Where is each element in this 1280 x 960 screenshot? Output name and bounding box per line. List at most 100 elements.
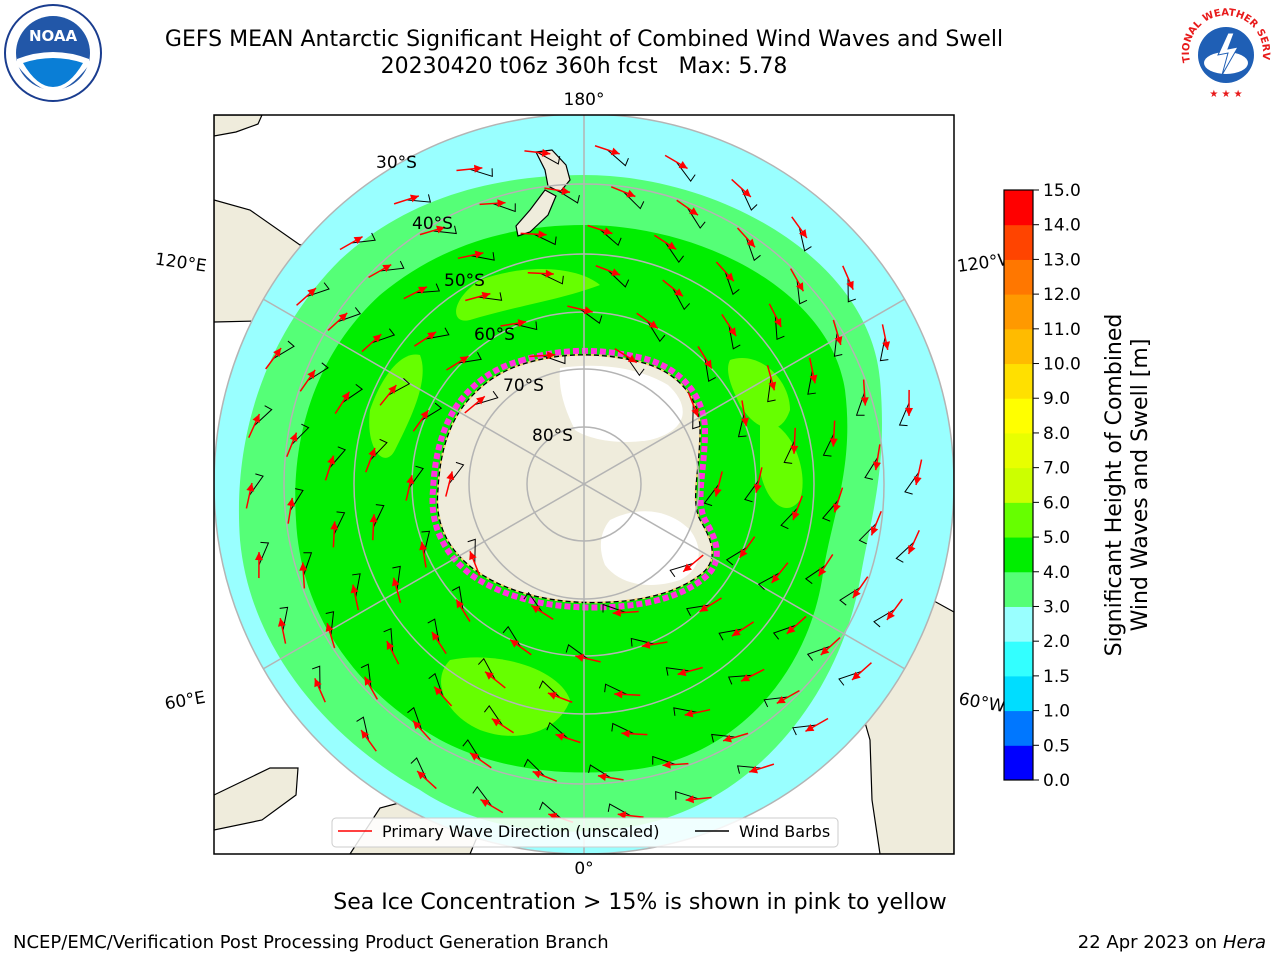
- wind-barb: [711, 733, 736, 743]
- wave-arrow-head: [459, 356, 469, 364]
- colorbar-segment: [1004, 432, 1033, 469]
- legend-barb-label: Wind Barbs: [739, 822, 830, 841]
- wind-barb: [652, 755, 676, 765]
- wind-barb: [602, 603, 626, 613]
- wind-barb: [448, 461, 465, 485]
- wind-barb: [342, 383, 364, 404]
- wave-arrow-head: [621, 729, 630, 738]
- wind-barb: [408, 465, 424, 489]
- wave-arrow-head: [372, 334, 382, 343]
- svg-text:★ ★ ★: ★ ★ ★: [1209, 89, 1242, 100]
- wave-arrow-head: [538, 230, 547, 239]
- wind-barb: [864, 456, 879, 480]
- wave-arrow-head: [704, 359, 712, 369]
- wave-arrow-head: [610, 147, 620, 156]
- wave-arrow-head: [419, 541, 428, 551]
- wave-arrow-head: [603, 227, 613, 235]
- colorbar-label-line2: Wind Waves and Swell [m]: [1128, 338, 1153, 632]
- wind-barb: [904, 472, 920, 495]
- wind-barb: [539, 801, 561, 819]
- wave-arrow-head: [289, 432, 298, 442]
- wind-barb: [607, 269, 630, 288]
- wind-barb: [757, 572, 781, 591]
- latitude-label-30s: 30°S: [376, 153, 417, 173]
- colorbar-tick-label: 5.0: [1043, 528, 1070, 548]
- wind-barb: [303, 552, 313, 576]
- wind-barb: [728, 325, 741, 350]
- legend-wave-label: Primary Wave Direction (unscaled): [382, 822, 659, 841]
- wind-barb: [537, 151, 561, 165]
- wave-arrow-head: [456, 599, 464, 609]
- wave-arrow-head: [846, 280, 854, 290]
- meridian-label-120e: 120°E: [154, 250, 208, 277]
- wind-barb: [725, 546, 748, 566]
- wave-arrow-head: [436, 225, 445, 234]
- wave-arrow-head: [391, 577, 400, 587]
- wind-barb: [646, 320, 666, 343]
- wind-barb: [502, 625, 522, 648]
- meridian-label-180: 180°: [564, 90, 605, 110]
- wind-barb: [607, 149, 629, 167]
- wind-barb: [477, 657, 496, 681]
- wind-barb: [895, 541, 915, 563]
- wind-barb: [630, 637, 655, 647]
- wind-barb: [740, 187, 758, 211]
- colorbar-segment: [1004, 190, 1033, 226]
- wave-arrow-head: [753, 483, 762, 493]
- wave-arrow-head: [739, 549, 748, 558]
- wave-arrow-head: [431, 631, 440, 641]
- wind-barb: [855, 392, 865, 416]
- wind-barb: [686, 207, 706, 229]
- wave-arrow-head: [417, 771, 426, 780]
- wind-barb: [477, 292, 503, 301]
- footer-credit: NCEP/EMC/Verification Post Processing Pr…: [13, 932, 609, 953]
- wind-barb: [387, 377, 411, 396]
- wind-barb: [672, 287, 691, 311]
- wave-arrow-head: [617, 811, 627, 820]
- wind-barb: [873, 609, 895, 628]
- wind-barb: [523, 758, 546, 777]
- wind-barb: [737, 413, 747, 438]
- wind-barb: [469, 168, 493, 178]
- wave-arrow-head: [412, 720, 422, 730]
- wind-barb: [792, 724, 817, 736]
- colorbar-segment: [1004, 537, 1033, 573]
- wave-arrow-head: [575, 653, 585, 662]
- wave-arrow-head: [786, 625, 796, 634]
- wave-arrow-head: [870, 526, 879, 536]
- wave-arrow-head: [873, 461, 881, 471]
- wave-arrow-head: [406, 475, 415, 485]
- wave-arrow-head: [860, 397, 869, 406]
- colorbar: 0.0 0.5 1.0 1.5 2.0 3.0 4.0 5.0 6.0 7.0 8.0 9.0 10.0…: [1003, 181, 1081, 791]
- wave-arrow-head: [368, 447, 376, 457]
- wind-barb: [556, 189, 580, 204]
- wind-barb: [369, 438, 388, 461]
- wave-arrow-head: [307, 369, 316, 379]
- wave-arrow-head: [481, 291, 491, 300]
- wave-arrow-head: [662, 760, 671, 769]
- wind-barb: [772, 624, 797, 640]
- wave-arrow-head: [792, 511, 800, 521]
- colorbar-segment: [1004, 398, 1033, 434]
- colorbar-tick-label: 1.5: [1043, 667, 1070, 687]
- wind-barb: [289, 488, 304, 512]
- wave-arrow-head: [420, 410, 429, 419]
- wind-barb: [692, 404, 701, 430]
- wave-arrow-head: [510, 639, 519, 648]
- noaa-logo: NOAA: [4, 4, 102, 102]
- wind-barb: [767, 377, 776, 403]
- wave-arrow-head: [547, 351, 556, 360]
- wave-arrow-head: [541, 148, 551, 157]
- wind-barb: [744, 479, 760, 503]
- colorbar-segment: [1004, 363, 1033, 399]
- chart-title: GEFS MEAN Antarctic Significant Height o…: [164, 27, 1004, 52]
- wave-arrow-head: [908, 545, 916, 555]
- colorbar-frame: [1003, 189, 1034, 781]
- wave-arrow-head: [611, 268, 621, 276]
- wind-barb: [452, 586, 464, 611]
- wave-arrow-head: [820, 646, 830, 656]
- wave-arrow-head: [252, 413, 260, 423]
- meridian-label-0: 0°: [574, 859, 593, 879]
- wave-arrow-head: [476, 396, 485, 405]
- wind-barb: [847, 277, 856, 303]
